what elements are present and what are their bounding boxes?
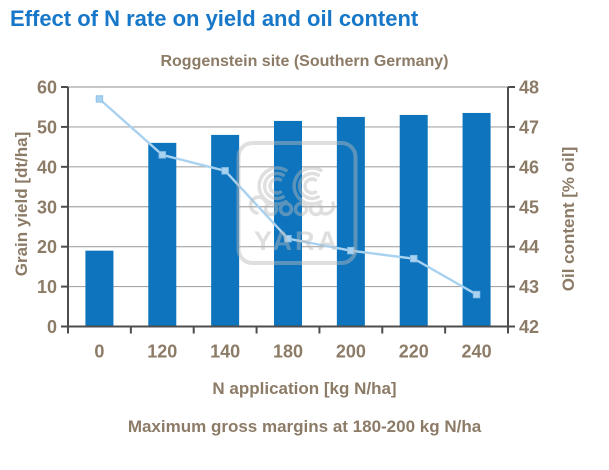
- left-tick-label: 30: [37, 197, 57, 217]
- bar-grain-yield: [336, 116, 365, 327]
- sail-arc-icon: [262, 171, 285, 201]
- sail-arc-icon: [292, 166, 323, 206]
- right-tick-label: 44: [519, 237, 539, 257]
- shield-circle-icon: [263, 201, 279, 217]
- sail-arc-icon: [268, 177, 283, 195]
- left-axis-title: Grain yield [dt/ha]: [12, 131, 31, 277]
- shield-circle-icon: [293, 201, 309, 217]
- left-tick-label: 40: [37, 157, 57, 177]
- left-tick-label: 60: [37, 78, 57, 98]
- x-tick-label: 200: [336, 342, 366, 362]
- watermark-text: YARA: [254, 226, 340, 256]
- right-tick-label: 48: [519, 78, 539, 98]
- bar-grain-yield: [211, 134, 240, 327]
- sail-arc-icon: [297, 171, 320, 201]
- hull-hook-icon: [248, 195, 268, 215]
- line-marker: [95, 95, 104, 103]
- sail-arc-icon: [257, 166, 288, 206]
- bar-grain-yield: [148, 142, 177, 327]
- right-axis-title: Oil content [% oil]: [559, 146, 578, 292]
- right-tick-label: 46: [519, 157, 539, 177]
- shield-circle-icon: [278, 201, 294, 217]
- x-tick-label: 180: [273, 342, 303, 362]
- x-tick-label: 240: [462, 342, 492, 362]
- x-tick-label: 120: [147, 342, 177, 362]
- line-marker: [347, 246, 355, 255]
- x-tick-label: 220: [399, 342, 429, 362]
- bar-grain-yield: [85, 250, 114, 327]
- right-tick-label: 42: [519, 317, 539, 337]
- bar-grain-yield: [399, 114, 428, 327]
- hull-hook-icon: [320, 201, 336, 216]
- bar-grain-yield: [274, 120, 302, 327]
- x-axis-title: N application [kg N/ha]: [212, 379, 397, 398]
- caption-text: Maximum gross margins at 180-200 kg N/ha: [127, 417, 482, 436]
- left-tick-label: 20: [37, 237, 57, 257]
- yara-logo-watermark: YARA: [236, 141, 358, 265]
- left-tick-label: 0: [47, 317, 57, 337]
- line-marker: [410, 254, 418, 263]
- shield-circle-icon: [308, 201, 324, 217]
- right-tick-label: 45: [519, 197, 539, 217]
- left-tick-label: 50: [37, 117, 57, 137]
- line-marker: [158, 151, 166, 159]
- right-tick-label: 43: [519, 277, 539, 297]
- watermark-frame: [236, 141, 358, 265]
- x-tick-label: 0: [94, 342, 104, 362]
- left-tick-label: 10: [37, 277, 57, 297]
- x-tick-label: 140: [210, 342, 240, 362]
- sail-arc-icon: [303, 177, 318, 195]
- page-title: Effect of N rate on yield and oil conten…: [10, 6, 419, 31]
- line-marker: [221, 167, 229, 175]
- line-marker: [284, 234, 292, 243]
- right-tick-label: 47: [519, 117, 539, 137]
- line-marker: [472, 290, 481, 299]
- chart-subtitle: Roggenstein site (Southern Germany): [160, 53, 449, 70]
